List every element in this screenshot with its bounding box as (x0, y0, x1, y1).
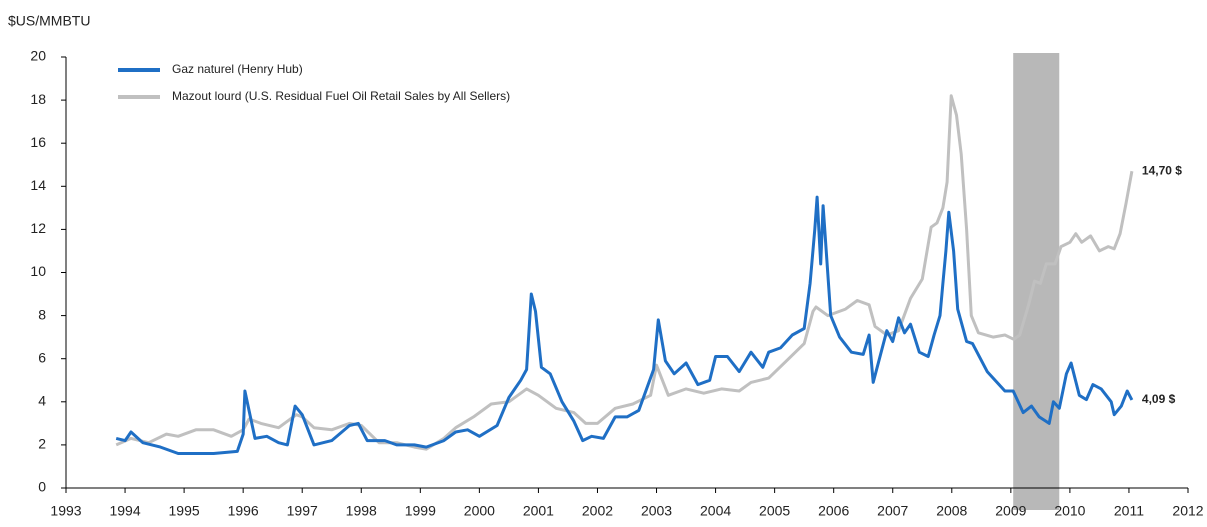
end-label: 14,70 $ (1142, 163, 1182, 177)
y-tick-label: 10 (30, 263, 46, 279)
y-tick-label: 0 (38, 479, 46, 495)
x-tick-label: 2011 (1114, 503, 1144, 519)
series-line (115, 94, 1134, 451)
y-axis-label: $US/MMBTU (8, 13, 90, 29)
x-tick-label: 2012 (1172, 503, 1203, 519)
x-tick-label: 2005 (759, 503, 790, 519)
legend-label: Mazout lourd (U.S. Residual Fuel Oil Ret… (172, 89, 510, 103)
x-tick-label: 2002 (582, 503, 613, 519)
y-tick-label: 14 (30, 177, 46, 193)
series-line (115, 195, 1134, 455)
x-tick-label: 1998 (346, 503, 377, 519)
x-tick-label: 2003 (641, 503, 672, 519)
x-tick-label: 1995 (169, 503, 200, 519)
y-tick-label: 20 (30, 48, 46, 64)
x-tick-label: 1993 (50, 503, 81, 519)
x-tick-label: 2010 (1054, 503, 1085, 519)
x-tick-label: 2000 (464, 503, 495, 519)
y-tick-label: 2 (38, 436, 46, 452)
x-tick-label: 2008 (936, 503, 967, 519)
y-tick-label: 18 (30, 91, 46, 107)
x-tick-label: 2001 (523, 503, 554, 519)
y-tick-label: 16 (30, 134, 46, 150)
end-label: 4,09 $ (1142, 392, 1176, 406)
x-tick-label: 1994 (109, 503, 140, 519)
y-tick-label: 6 (38, 349, 46, 365)
x-tick-label: 1999 (405, 503, 436, 519)
x-tick-label: 2004 (700, 503, 731, 519)
x-tick-label: 2007 (877, 503, 908, 519)
x-tick-label: 2009 (995, 503, 1026, 519)
x-tick-label: 1997 (287, 503, 318, 519)
x-tick-label: 1996 (228, 503, 259, 519)
y-tick-label: 4 (38, 393, 46, 409)
y-tick-label: 8 (38, 306, 46, 322)
y-tick-label: 12 (30, 220, 46, 236)
x-tick-label: 2006 (818, 503, 849, 519)
legend-label: Gaz naturel (Henry Hub) (172, 62, 303, 76)
